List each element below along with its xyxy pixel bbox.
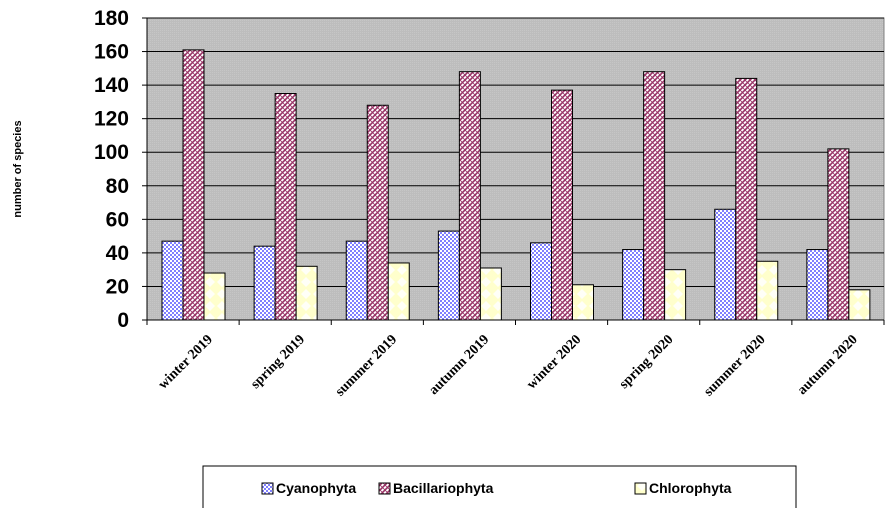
bar-cyanophyta	[622, 249, 645, 321]
legend-swatch-cyanophyta	[261, 482, 274, 495]
y-tick-label: 60	[106, 208, 129, 231]
x-tick-label: spring 2019	[248, 332, 308, 392]
bar-cyanophyta	[253, 245, 276, 321]
bar-chlorophyta	[479, 267, 502, 321]
legend-swatch-chlorophyta	[634, 482, 647, 495]
legend	[202, 465, 797, 513]
x-tick-label: summer 2019	[333, 332, 400, 399]
bar-chlorophyta	[572, 284, 594, 321]
bar-bacillariophyta	[182, 49, 205, 321]
y-tick-label: 140	[94, 74, 129, 97]
bar-bacillariophyta	[643, 71, 666, 321]
bar-bacillariophyta	[827, 148, 850, 321]
y-tick-label: 160	[94, 41, 129, 64]
x-tick-label: autumn 2019	[426, 332, 492, 398]
x-tick-label: summer 2020	[701, 332, 768, 399]
bar-cyanophyta	[437, 230, 460, 321]
bar-cyanophyta	[806, 249, 829, 321]
bar-cyanophyta	[714, 208, 737, 321]
x-tick-label: spring 2020	[617, 332, 677, 392]
legend-swatch-bacillariophyta	[378, 482, 391, 495]
bar-chlorophyta	[387, 262, 410, 321]
bar-cyanophyta	[161, 240, 184, 321]
y-tick-label: 20	[106, 275, 129, 298]
y-tick-label: 40	[106, 242, 129, 265]
bar-cyanophyta	[530, 242, 552, 321]
bar-bacillariophyta	[366, 104, 389, 321]
bar-chlorophyta	[664, 269, 687, 321]
y-tick-label: 120	[94, 108, 129, 131]
y-tick-label: 100	[94, 141, 129, 164]
legend-label-bacillariophyta: Bacillariophyta	[393, 480, 494, 496]
bar-bacillariophyta	[274, 93, 297, 321]
bar-bacillariophyta	[551, 89, 573, 321]
y-tick-label: 180	[94, 7, 129, 30]
x-tick-label: winter 2019	[156, 332, 216, 392]
y-axis-label: number of species	[12, 120, 24, 217]
x-tick-label: autumn 2020	[795, 332, 861, 398]
legend-label-chlorophyta: Chlorophyta	[649, 480, 732, 496]
legend-label-cyanophyta: Cyanophyta	[276, 480, 356, 496]
y-tick-label: 0	[117, 309, 129, 332]
bar-cyanophyta	[345, 240, 368, 321]
y-tick-label: 80	[106, 175, 129, 198]
bar-chlorophyta	[756, 260, 779, 321]
bar-chlorophyta	[295, 265, 318, 321]
bar-chlorophyta	[848, 289, 871, 321]
x-tick-label: winter 2020	[524, 332, 584, 392]
bar-bacillariophyta	[735, 77, 758, 321]
bar-chlorophyta	[203, 272, 226, 321]
bar-bacillariophyta	[458, 71, 481, 321]
